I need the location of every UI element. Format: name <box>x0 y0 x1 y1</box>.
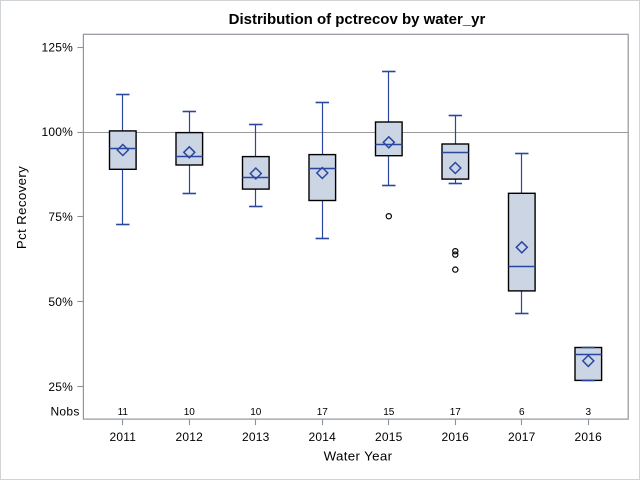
svg-text:25%: 25% <box>48 380 73 394</box>
svg-text:Pct Recovery: Pct Recovery <box>14 166 29 249</box>
svg-text:2015: 2015 <box>375 430 403 444</box>
svg-text:17: 17 <box>450 407 462 418</box>
svg-text:50%: 50% <box>48 295 73 309</box>
svg-text:75%: 75% <box>48 210 73 224</box>
svg-text:125%: 125% <box>42 40 74 54</box>
svg-text:11: 11 <box>118 407 129 418</box>
svg-text:2014: 2014 <box>309 430 337 444</box>
svg-text:Distribution of pctrecov by wa: Distribution of pctrecov by water_yr <box>229 11 486 28</box>
svg-text:100%: 100% <box>42 125 74 139</box>
svg-text:2016: 2016 <box>442 430 470 444</box>
svg-text:2012: 2012 <box>176 430 204 444</box>
svg-text:17: 17 <box>317 407 329 418</box>
svg-text:2011: 2011 <box>109 430 136 444</box>
svg-text:Nobs: Nobs <box>50 405 79 419</box>
svg-text:6: 6 <box>519 407 525 418</box>
svg-text:3: 3 <box>586 407 592 418</box>
svg-text:2016: 2016 <box>575 430 603 444</box>
svg-text:2017: 2017 <box>508 430 536 444</box>
svg-text:15: 15 <box>383 407 395 418</box>
svg-text:Water Year: Water Year <box>324 449 393 464</box>
svg-text:10: 10 <box>250 407 262 418</box>
svg-text:10: 10 <box>184 407 196 418</box>
svg-text:2013: 2013 <box>242 430 270 444</box>
